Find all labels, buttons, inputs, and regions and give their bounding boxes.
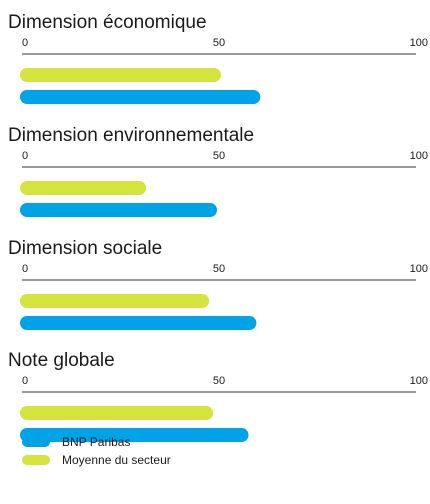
legend-label: BNP Paribas	[62, 435, 130, 449]
panel-title: Dimension environnementale	[8, 125, 254, 146]
panel-title: Note globale	[8, 350, 115, 371]
tick-label: 0	[22, 150, 28, 162]
bar-secteur	[20, 294, 210, 308]
tick-label: 50	[213, 150, 225, 162]
bar-bnp	[20, 90, 261, 104]
bar-bnp	[20, 203, 217, 217]
tick-label: 100	[410, 37, 428, 49]
panel-title: Dimension économique	[8, 12, 207, 33]
legend-label: Moyenne du secteur	[62, 453, 171, 467]
bar-secteur	[20, 406, 214, 420]
tick-label: 50	[213, 263, 225, 275]
tick-label: 100	[410, 150, 428, 162]
tick-label: 100	[410, 375, 428, 387]
tick-label: 0	[22, 375, 28, 387]
legend-swatch	[22, 437, 50, 447]
tick-label: 50	[213, 375, 225, 387]
tick-label: 0	[22, 263, 28, 275]
bar-bnp	[20, 428, 249, 442]
bar-secteur	[20, 68, 221, 82]
bar-secteur	[20, 181, 147, 195]
bar-bnp	[20, 316, 257, 330]
tick-label: 50	[213, 37, 225, 49]
tick-label: 100	[410, 263, 428, 275]
panel-title: Dimension sociale	[8, 238, 162, 259]
legend-swatch	[22, 455, 50, 465]
tick-label: 0	[22, 37, 28, 49]
